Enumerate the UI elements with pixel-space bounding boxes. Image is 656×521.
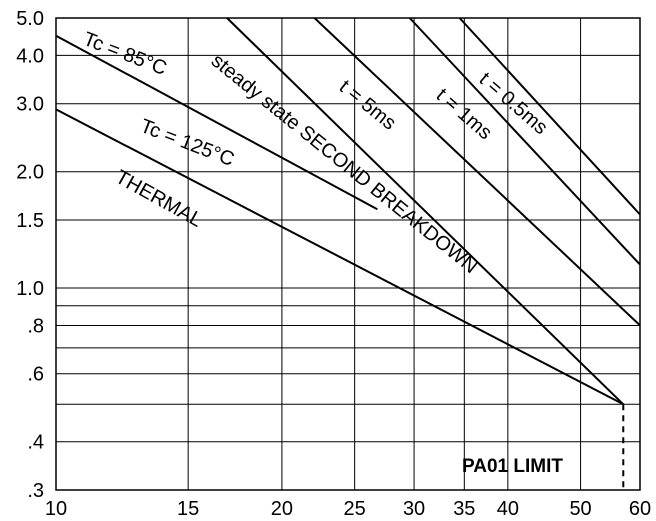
curve-3 (313, 17, 641, 327)
label-t-5ms: t = 5ms (335, 76, 400, 135)
y-tick-label-9: 5.0 (16, 8, 44, 30)
x-tick-label-0: 10 (45, 498, 67, 520)
label-tc-125: Tc = 125°C (137, 115, 237, 171)
curves (55, 17, 641, 406)
x-tick-label-1: 15 (177, 498, 199, 520)
x-tick-label-5: 35 (453, 498, 475, 520)
curve-2 (226, 17, 624, 406)
y-tick-label-4: 1.0 (16, 278, 44, 300)
x-tick-label-6: 40 (497, 498, 519, 520)
y-tick-labels: .3 .4 .6 .8 1.0 1.5 2.0 3.0 4.0 5.0 (16, 8, 44, 502)
curve-0 (55, 34, 378, 211)
y-tick-label-8: 4.0 (16, 45, 44, 67)
y-tick-label-6: 2.0 (16, 162, 44, 184)
x-tick-label-4: 30 (403, 498, 425, 520)
label-thermal: THERMAL (112, 166, 206, 232)
y-tick-label-5: 1.5 (16, 210, 44, 232)
y-tick-label-0: .3 (27, 480, 44, 502)
x-tick-label-8: 60 (629, 498, 651, 520)
plot-frame (55, 17, 641, 491)
x-tick-label-3: 25 (344, 498, 366, 520)
curve-4 (408, 17, 641, 266)
pa01-limit-label: PA01 LIMIT (462, 456, 563, 477)
x-tick-labels: 10 15 20 25 30 35 40 50 60 (45, 498, 651, 520)
y-tick-label-7: 3.0 (16, 94, 44, 116)
y-tick-label-3: .8 (27, 315, 44, 337)
curve-1 (55, 108, 624, 406)
x-tick-label-7: 50 (569, 498, 591, 520)
y-tick-label-2: .6 (27, 364, 44, 386)
y-tick-label-1: .4 (27, 432, 44, 454)
x-tick-label-2: 20 (271, 498, 293, 520)
curve-5 (458, 17, 641, 216)
